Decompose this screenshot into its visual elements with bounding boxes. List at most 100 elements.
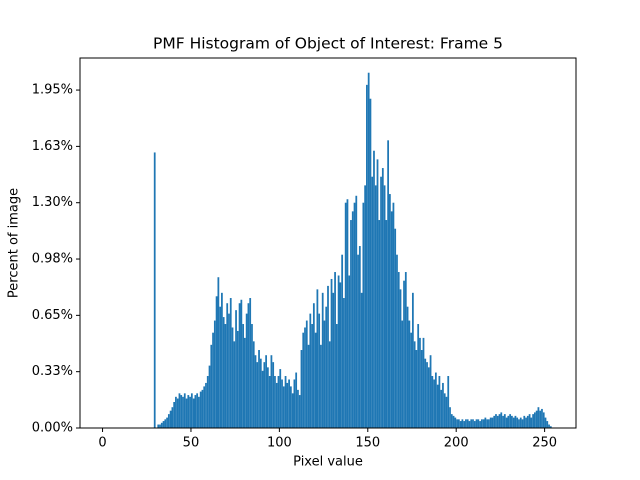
bar [305, 320, 308, 428]
bar [341, 254, 344, 428]
bar [235, 310, 237, 428]
x-tick-label: 150 [355, 436, 380, 451]
bar [408, 320, 411, 428]
bar [275, 382, 278, 428]
bar [328, 341, 331, 428]
bar [173, 402, 176, 428]
bar [544, 417, 547, 428]
bar [240, 299, 243, 428]
bar [415, 350, 418, 428]
bar [226, 303, 229, 428]
bar [380, 176, 382, 428]
bar [535, 410, 538, 428]
bar [371, 176, 374, 428]
bar [325, 306, 328, 428]
bar [304, 327, 306, 428]
bar [297, 389, 299, 428]
bar [343, 298, 345, 428]
bar [376, 159, 379, 429]
bar [320, 344, 322, 428]
bar [470, 419, 473, 428]
bar [401, 320, 404, 428]
y-tick-label: 0.00% [32, 421, 73, 436]
bar [256, 362, 259, 428]
bar [383, 185, 386, 428]
bar [265, 355, 267, 428]
bar [489, 417, 492, 428]
bar [348, 275, 351, 428]
bar [307, 344, 310, 428]
bar [518, 419, 520, 428]
y-tick-label: 1.30% [32, 195, 73, 210]
bar [288, 379, 290, 428]
bar [346, 199, 349, 428]
bar [332, 292, 335, 428]
x-tick-label: 200 [444, 436, 469, 451]
bar [419, 337, 421, 428]
bar [534, 412, 536, 428]
bar [309, 313, 312, 428]
bar [159, 424, 161, 428]
bar [381, 168, 384, 428]
bar [369, 98, 372, 428]
bar [210, 344, 213, 428]
bar [215, 296, 218, 428]
bar [259, 358, 262, 428]
bar [247, 303, 250, 428]
bar [480, 419, 483, 428]
bar [509, 414, 512, 428]
bar [312, 303, 315, 428]
bar [456, 419, 458, 428]
bar [440, 389, 443, 428]
bar [300, 350, 303, 428]
bar [502, 415, 504, 428]
bar [447, 376, 450, 428]
bar [334, 272, 336, 428]
bar [351, 211, 354, 428]
bar [548, 424, 550, 428]
bar [171, 407, 174, 428]
bar [539, 410, 542, 428]
bar [274, 376, 276, 428]
bar [330, 278, 333, 428]
bar [541, 408, 543, 428]
bar [281, 379, 283, 428]
bar [491, 417, 494, 428]
bar [530, 417, 533, 428]
bar [272, 362, 275, 428]
y-tick-label: 0.98% [32, 252, 73, 267]
bar [362, 202, 365, 428]
bar [364, 185, 367, 428]
bar [344, 202, 347, 428]
y-axis-label: Percent of image [7, 188, 22, 298]
bar [244, 337, 246, 428]
bar [452, 415, 455, 428]
y-tick-label: 1.95% [32, 83, 73, 98]
bar [516, 417, 519, 428]
bar [466, 419, 469, 428]
bar [366, 84, 368, 429]
bar [219, 306, 222, 428]
bar [521, 419, 524, 428]
bar [445, 396, 448, 428]
bar [410, 332, 412, 428]
y-tick-label: 1.63% [32, 139, 73, 154]
bar [316, 289, 319, 428]
bar [532, 414, 535, 428]
bar [339, 282, 342, 428]
bar [457, 419, 460, 428]
bar [245, 313, 248, 428]
bar [519, 417, 522, 428]
bar [249, 298, 252, 428]
bar [198, 396, 200, 428]
x-tick-label: 100 [267, 436, 292, 451]
bar [472, 419, 474, 428]
bar [465, 419, 467, 428]
bar [542, 412, 545, 428]
bar [229, 298, 232, 428]
bar [222, 317, 225, 428]
bar [318, 313, 321, 428]
bar [298, 395, 301, 428]
x-tick-label: 50 [183, 436, 200, 451]
bar [266, 367, 269, 428]
